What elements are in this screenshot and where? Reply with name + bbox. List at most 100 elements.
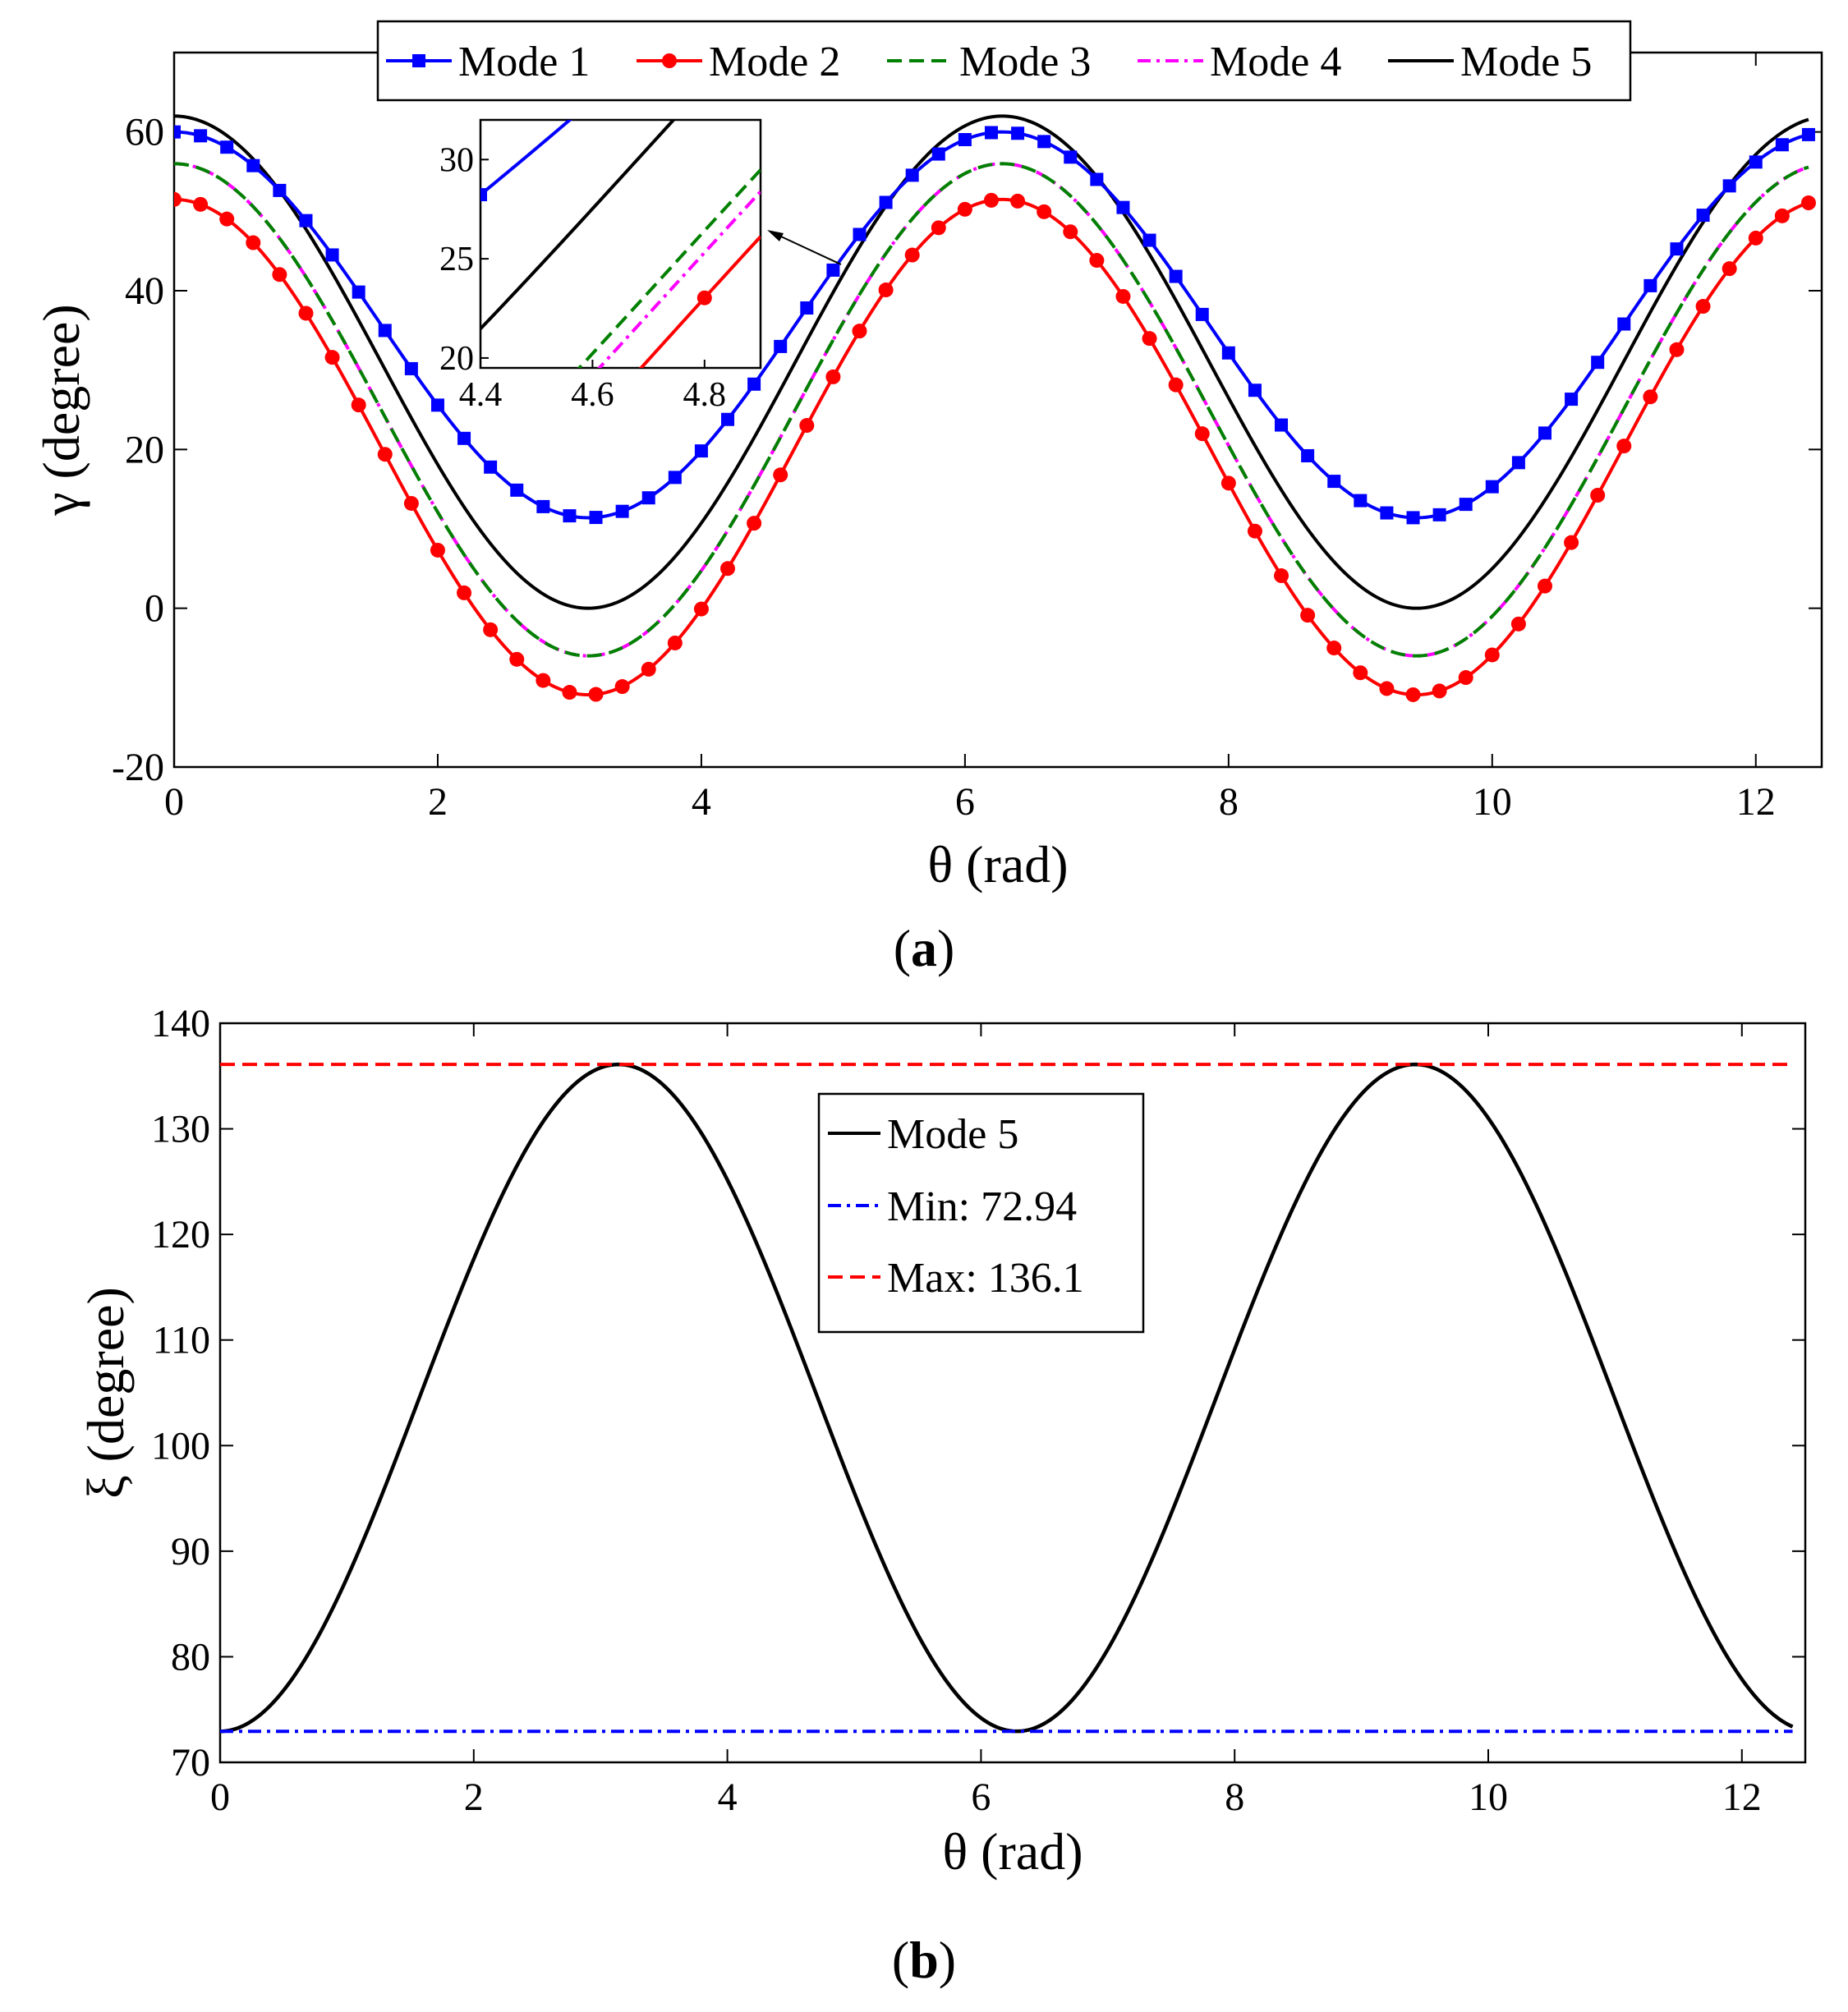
y-tick-label: 120: [151, 1213, 210, 1256]
series-marker-mode-1: [931, 147, 945, 161]
series-marker-mode-1: [800, 301, 814, 315]
series-marker-mode-2: [1458, 670, 1473, 686]
series-marker-mode-2: [272, 267, 287, 283]
inset-box: [479, 118, 762, 370]
legend-label-0: Mode 5: [887, 1111, 1018, 1158]
series-marker-mode-2: [1168, 377, 1184, 393]
series-marker-mode-1: [694, 444, 708, 458]
series-marker-mode-1: [404, 361, 418, 375]
y-tick-label: 90: [171, 1530, 210, 1573]
series-marker-mode-2: [562, 685, 577, 701]
series-marker-mode-2: [1037, 204, 1052, 219]
legend-label-2: Max: 136.1: [887, 1255, 1084, 1302]
panel-b-series: [220, 1062, 1794, 1734]
inset-y-tick-label: 20: [439, 340, 474, 378]
series-marker-mode-1: [1485, 480, 1499, 494]
series-marker-mode-2: [219, 211, 235, 227]
series-marker-mode-2: [1326, 641, 1342, 656]
legend-marker: [662, 53, 677, 68]
series-marker-mode-2: [1353, 665, 1368, 681]
x-tick-label: 4: [692, 780, 711, 824]
series-marker-mode-1: [905, 168, 919, 182]
series-marker-mode-2: [1405, 687, 1421, 702]
series-marker-mode-2: [852, 324, 867, 339]
y-tick-label: 110: [153, 1319, 210, 1362]
inset-x-tick-label: 4.8: [683, 376, 727, 414]
panel-label-b: (b): [892, 1931, 956, 1989]
inset-marker: [480, 188, 487, 202]
series-marker-mode-1: [1538, 426, 1551, 440]
series-marker-mode-2: [298, 305, 314, 321]
x-tick-label: 8: [1219, 780, 1239, 824]
series-marker-mode-2: [588, 687, 604, 702]
y-tick-label: 80: [171, 1635, 210, 1679]
series-marker-mode-1: [879, 195, 893, 209]
panel-label-a: (a): [894, 919, 955, 977]
inset-line-mode-2: [638, 235, 761, 368]
series-marker-mode-1: [1116, 200, 1130, 214]
inset-line-mode-5: [480, 120, 676, 330]
series-marker-mode-1: [536, 499, 550, 513]
x-tick-label: 0: [164, 780, 184, 824]
x-tick-label: 12: [1722, 1775, 1762, 1819]
series-marker-mode-1: [1301, 448, 1315, 462]
series-marker-mode-2: [1221, 475, 1236, 491]
inset-y-tick-label: 30: [439, 141, 474, 179]
series-marker-mode-2: [1774, 208, 1790, 223]
y-tick-label: 0: [145, 587, 164, 631]
series-marker-mode-2: [720, 561, 736, 576]
inset-pointer-arrow: [770, 231, 842, 265]
series-marker-mode-2: [457, 585, 472, 600]
series-marker-mode-2: [641, 661, 656, 677]
series-marker-mode-1: [194, 129, 208, 143]
series-marker-mode-2: [957, 201, 972, 217]
series-marker-mode-2: [825, 369, 841, 384]
x-tick-label: 6: [955, 780, 975, 824]
series-marker-mode-2: [1748, 230, 1763, 246]
series-marker-mode-2: [904, 247, 920, 263]
series-marker-mode-1: [1722, 179, 1736, 193]
series-line-mode-5: [174, 114, 1809, 610]
series-marker-mode-2: [430, 542, 445, 558]
panel-b: 0 2 4 6 8 10 12 70 80 90 100 110 120 130 140 θ (rad) ξ (…: [76, 1002, 1807, 1989]
x-tick-label: 0: [210, 1775, 230, 1819]
series-marker-mode-2: [377, 447, 393, 462]
series-marker-mode-1: [1670, 242, 1684, 256]
series-marker-mode-1: [1221, 346, 1235, 360]
y-tick-label: 60: [125, 111, 164, 154]
series-marker-mode-1: [1354, 494, 1368, 508]
series-marker-mode-2: [1194, 426, 1210, 442]
series-marker-mode-1: [668, 471, 682, 485]
series-marker-mode-1: [325, 248, 339, 262]
series-marker-mode-2: [483, 622, 499, 637]
series-marker-mode-1: [1696, 209, 1710, 223]
series-marker-mode-2: [1669, 342, 1685, 357]
series-marker-mode-1: [1511, 456, 1525, 470]
series-marker-mode-1: [1459, 498, 1473, 512]
inset: 4.4 4.6 4.8 20 25 30: [439, 0, 842, 414]
series-marker-mode-1: [1037, 135, 1051, 149]
y-tick-label: -20: [112, 746, 164, 789]
series-marker-mode-1: [747, 377, 761, 391]
x-tick-label: 2: [428, 780, 448, 824]
series-marker-mode-1: [1617, 317, 1631, 331]
series-marker-mode-2: [693, 601, 709, 617]
series-marker-mode-2: [536, 673, 551, 688]
series-marker-mode-2: [1063, 224, 1078, 240]
y-tick-label: 20: [125, 428, 164, 471]
series-marker-mode-2: [614, 679, 630, 695]
y-tick-label: 40: [125, 269, 164, 313]
x-tick-label: 10: [1473, 780, 1512, 824]
legend-label-1: Min: 72.94: [887, 1183, 1077, 1230]
series-marker-mode-2: [174, 191, 182, 207]
series-marker-mode-2: [1247, 523, 1262, 539]
series-marker-mode-2: [773, 467, 788, 483]
series-line-mode-2: [174, 197, 1809, 697]
x-tick-label: 12: [1736, 780, 1776, 824]
inset-x-tick-label: 4.4: [459, 376, 503, 414]
series-marker-mode-2: [1484, 647, 1500, 663]
inset-marker: [698, 0, 711, 11]
series-marker-mode-2: [509, 651, 525, 667]
series-marker-mode-1: [273, 183, 287, 197]
